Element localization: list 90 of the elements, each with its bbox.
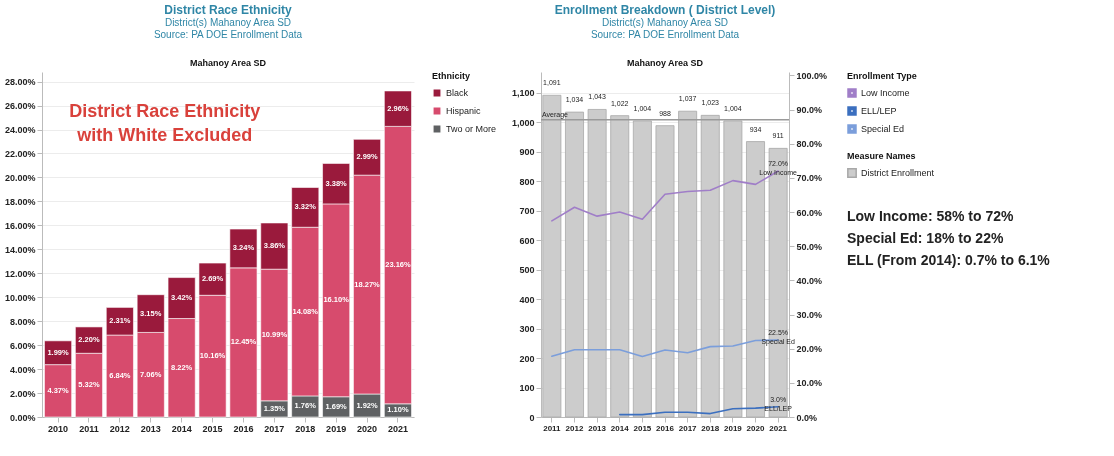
y2-tick-label: 60.0%	[796, 207, 823, 218]
y-tick-label: 100	[519, 383, 535, 394]
bar	[700, 114, 720, 418]
bar	[587, 109, 607, 418]
x-tick-label: 2019	[326, 423, 347, 434]
bar	[632, 120, 652, 418]
y-tick-label: 1,100	[511, 88, 535, 99]
legend-title: Ethnicity	[432, 71, 471, 81]
text: ELL (From 2014): 0.7% to 6.1%	[847, 251, 1051, 268]
y-tick-label: 500	[519, 265, 535, 276]
legend-label: ELL/LEP	[861, 106, 897, 116]
x-tick-label: 2014	[610, 423, 630, 433]
legend-label: Special Ed	[861, 124, 905, 134]
x-tick-label: 2019	[723, 423, 743, 433]
x-tick-label: 2018	[701, 423, 720, 433]
y2-tick-label: 100.0%	[796, 70, 828, 81]
x-tick-label: 2013	[588, 423, 607, 433]
y2-tick-label: 50.0%	[796, 241, 823, 252]
y-tick-label: 1,000	[511, 117, 535, 128]
y-tick-label: 2.00%	[9, 388, 36, 399]
legend-label: Hispanic	[446, 106, 482, 116]
y-tick-label: 24.00%	[4, 125, 36, 135]
text: Special Ed: 18% to 22%	[847, 229, 1004, 246]
annotation: District Race Ethnicity with White Excluded	[69, 101, 261, 146]
text: Mahanoy Area SD	[626, 58, 704, 68]
y-tick-label: 400	[519, 294, 535, 305]
x-tick-label: 2011	[79, 423, 99, 434]
y-tick-label: 600	[519, 235, 535, 246]
x-tick-label: 2015	[633, 423, 652, 433]
y2-tick-label: 40.0%	[796, 275, 823, 286]
source-note: Source: PA DOE Enrollment Data	[153, 29, 303, 40]
x-tick-label: 2020	[357, 423, 378, 434]
x-tick-label: 2016	[233, 423, 254, 434]
y-tick-label: 12.00%	[4, 268, 36, 279]
y2-tick-label: 10.0%	[796, 378, 823, 389]
x-tick-label: 2015	[202, 423, 223, 434]
legend-label: Low Income	[861, 88, 910, 98]
text: Low Income: 58% to 72%	[847, 207, 1015, 224]
y-tick-label: 6.00%	[9, 340, 36, 351]
bar	[723, 120, 743, 418]
x-tick-label: 2011	[543, 423, 562, 433]
bar	[655, 125, 675, 418]
y-tick-label: 0.00%	[9, 412, 36, 423]
y2-tick-label: 90.0%	[796, 105, 823, 116]
x-tick-label: 2012	[565, 423, 584, 433]
y-tick-label: 8.00%	[9, 316, 36, 327]
bar	[610, 115, 630, 418]
x-tick-label: 2013	[140, 423, 161, 434]
text: Measure Names	[847, 151, 916, 161]
y-tick-label: 4.00%	[9, 364, 36, 375]
y-tick-label: 18.00%	[4, 196, 36, 207]
y-tick-label: 0	[529, 412, 535, 423]
x-tick-label: 2021	[387, 423, 408, 434]
y-tick-label: 900	[519, 147, 535, 158]
y2-tick-label: 70.0%	[796, 173, 823, 184]
legend-label: Two or More	[446, 124, 497, 134]
y2-tick-label: 80.0%	[796, 139, 823, 150]
text: Enrollment Type	[847, 71, 917, 81]
bar	[678, 110, 698, 418]
y-tick-label: 300	[519, 324, 535, 335]
x-tick-label: 2017	[678, 423, 698, 433]
text: Mahanoy Area SD	[189, 58, 267, 68]
chart-title: Enrollment Breakdown ( District Level)	[554, 3, 776, 17]
chart-subtitle: District(s) Mahanoy Area SD	[601, 17, 729, 28]
y-tick-label: 10.00%	[4, 292, 36, 303]
y-tick-label: 26.00%	[4, 101, 36, 112]
x-tick-label: 2010	[48, 423, 69, 434]
source-note: Source: PA DOE Enrollment Data	[590, 29, 740, 40]
y-tick-label: 28.00%	[4, 77, 36, 88]
x-tick-label: 2014	[171, 423, 192, 434]
chart-title: District Race Ethnicity	[164, 3, 293, 17]
y-tick-label: 20.00%	[4, 172, 36, 183]
x-tick-label: 2018	[295, 423, 316, 434]
y-tick-label: 200	[519, 353, 535, 364]
y-tick-label: 800	[519, 176, 535, 187]
y2-tick-label: 30.0%	[796, 310, 823, 321]
legend-label: Black	[446, 88, 469, 98]
x-tick-label: 2021	[769, 423, 788, 433]
y-tick-label: 14.00%	[4, 244, 36, 255]
y-tick-label: 22.00%	[4, 148, 36, 159]
x-tick-label: 2016	[656, 423, 675, 433]
x-tick-label: 2012	[109, 423, 130, 434]
y2-tick-label: 0.0%	[796, 412, 818, 423]
legend-label: District Enrollment	[861, 168, 935, 178]
x-tick-label: 2017	[264, 423, 285, 434]
y-tick-label: 700	[519, 206, 535, 217]
y2-tick-label: 20.0%	[796, 344, 823, 355]
y-tick-label: 16.00%	[4, 220, 36, 231]
x-tick-label: 2020	[746, 423, 765, 433]
chart-subtitle: District(s) Mahanoy Area SD	[164, 17, 292, 28]
